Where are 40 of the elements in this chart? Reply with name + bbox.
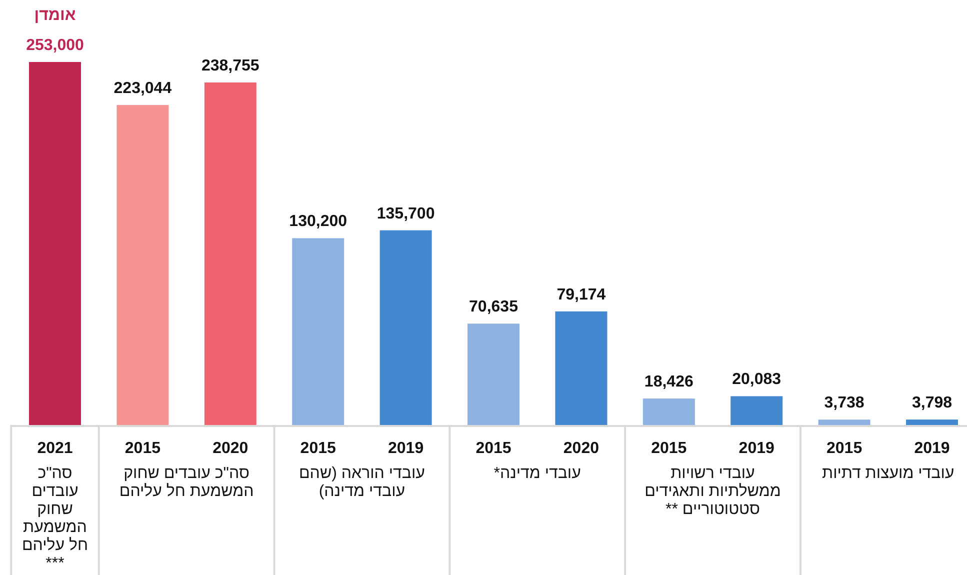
x-tick-label: 2015 (124, 440, 161, 457)
x-tick-label: 2015 (826, 440, 862, 457)
data-label: 3,798 (912, 394, 952, 412)
bar (380, 230, 432, 425)
x-tick-label: 2020 (212, 440, 248, 457)
x-tick-label: 2015 (300, 440, 336, 457)
bar (204, 82, 256, 425)
text: עובדי הוראה (שהם עובדי מדינה) (298, 465, 426, 501)
x-tick-label: 2019 (914, 440, 950, 457)
data-label: 3,738 (824, 394, 864, 412)
data-label: 130,200 (289, 213, 348, 230)
x-tick-label: 2015 (476, 440, 512, 457)
x-tick-label: 2020 (563, 440, 600, 457)
bar (468, 324, 520, 425)
x-tick-label: 2015 (651, 440, 687, 457)
bar (642, 398, 695, 425)
data-label: 223,044 (114, 80, 172, 97)
bar (730, 396, 783, 425)
data-label: 238,755 (201, 57, 260, 74)
data-label: 18,426 (644, 374, 694, 391)
text: אומדן (34, 7, 76, 24)
data-label: 79,174 (556, 286, 606, 304)
data-label: 135,700 (376, 205, 435, 222)
data-label: 70,635 (469, 298, 518, 316)
bar (29, 62, 81, 425)
bar (292, 238, 344, 425)
text: עובדי רשויות ממשלתיות ותאגידים סטטוטוריים ** (644, 465, 782, 519)
x-tick-label: 2019 (388, 440, 424, 457)
bar (555, 311, 608, 425)
x-tick-label: 2019 (738, 440, 774, 457)
data-label: 253,000 (26, 37, 84, 54)
data-label: 20,083 (732, 371, 782, 388)
text: עובדי מדינה* (492, 465, 582, 483)
bar (116, 104, 169, 425)
text: סה"כ עובדים שחוק המשמעת חל עליהם *** (20, 465, 90, 573)
bar (818, 420, 870, 425)
text: סה"כ עובדים שחוק המשמעת חל עליהם (118, 465, 255, 501)
text: עובדי מועצות דתיות (821, 465, 956, 483)
x-tick-label: 2021 (37, 440, 73, 457)
bar (906, 420, 958, 425)
